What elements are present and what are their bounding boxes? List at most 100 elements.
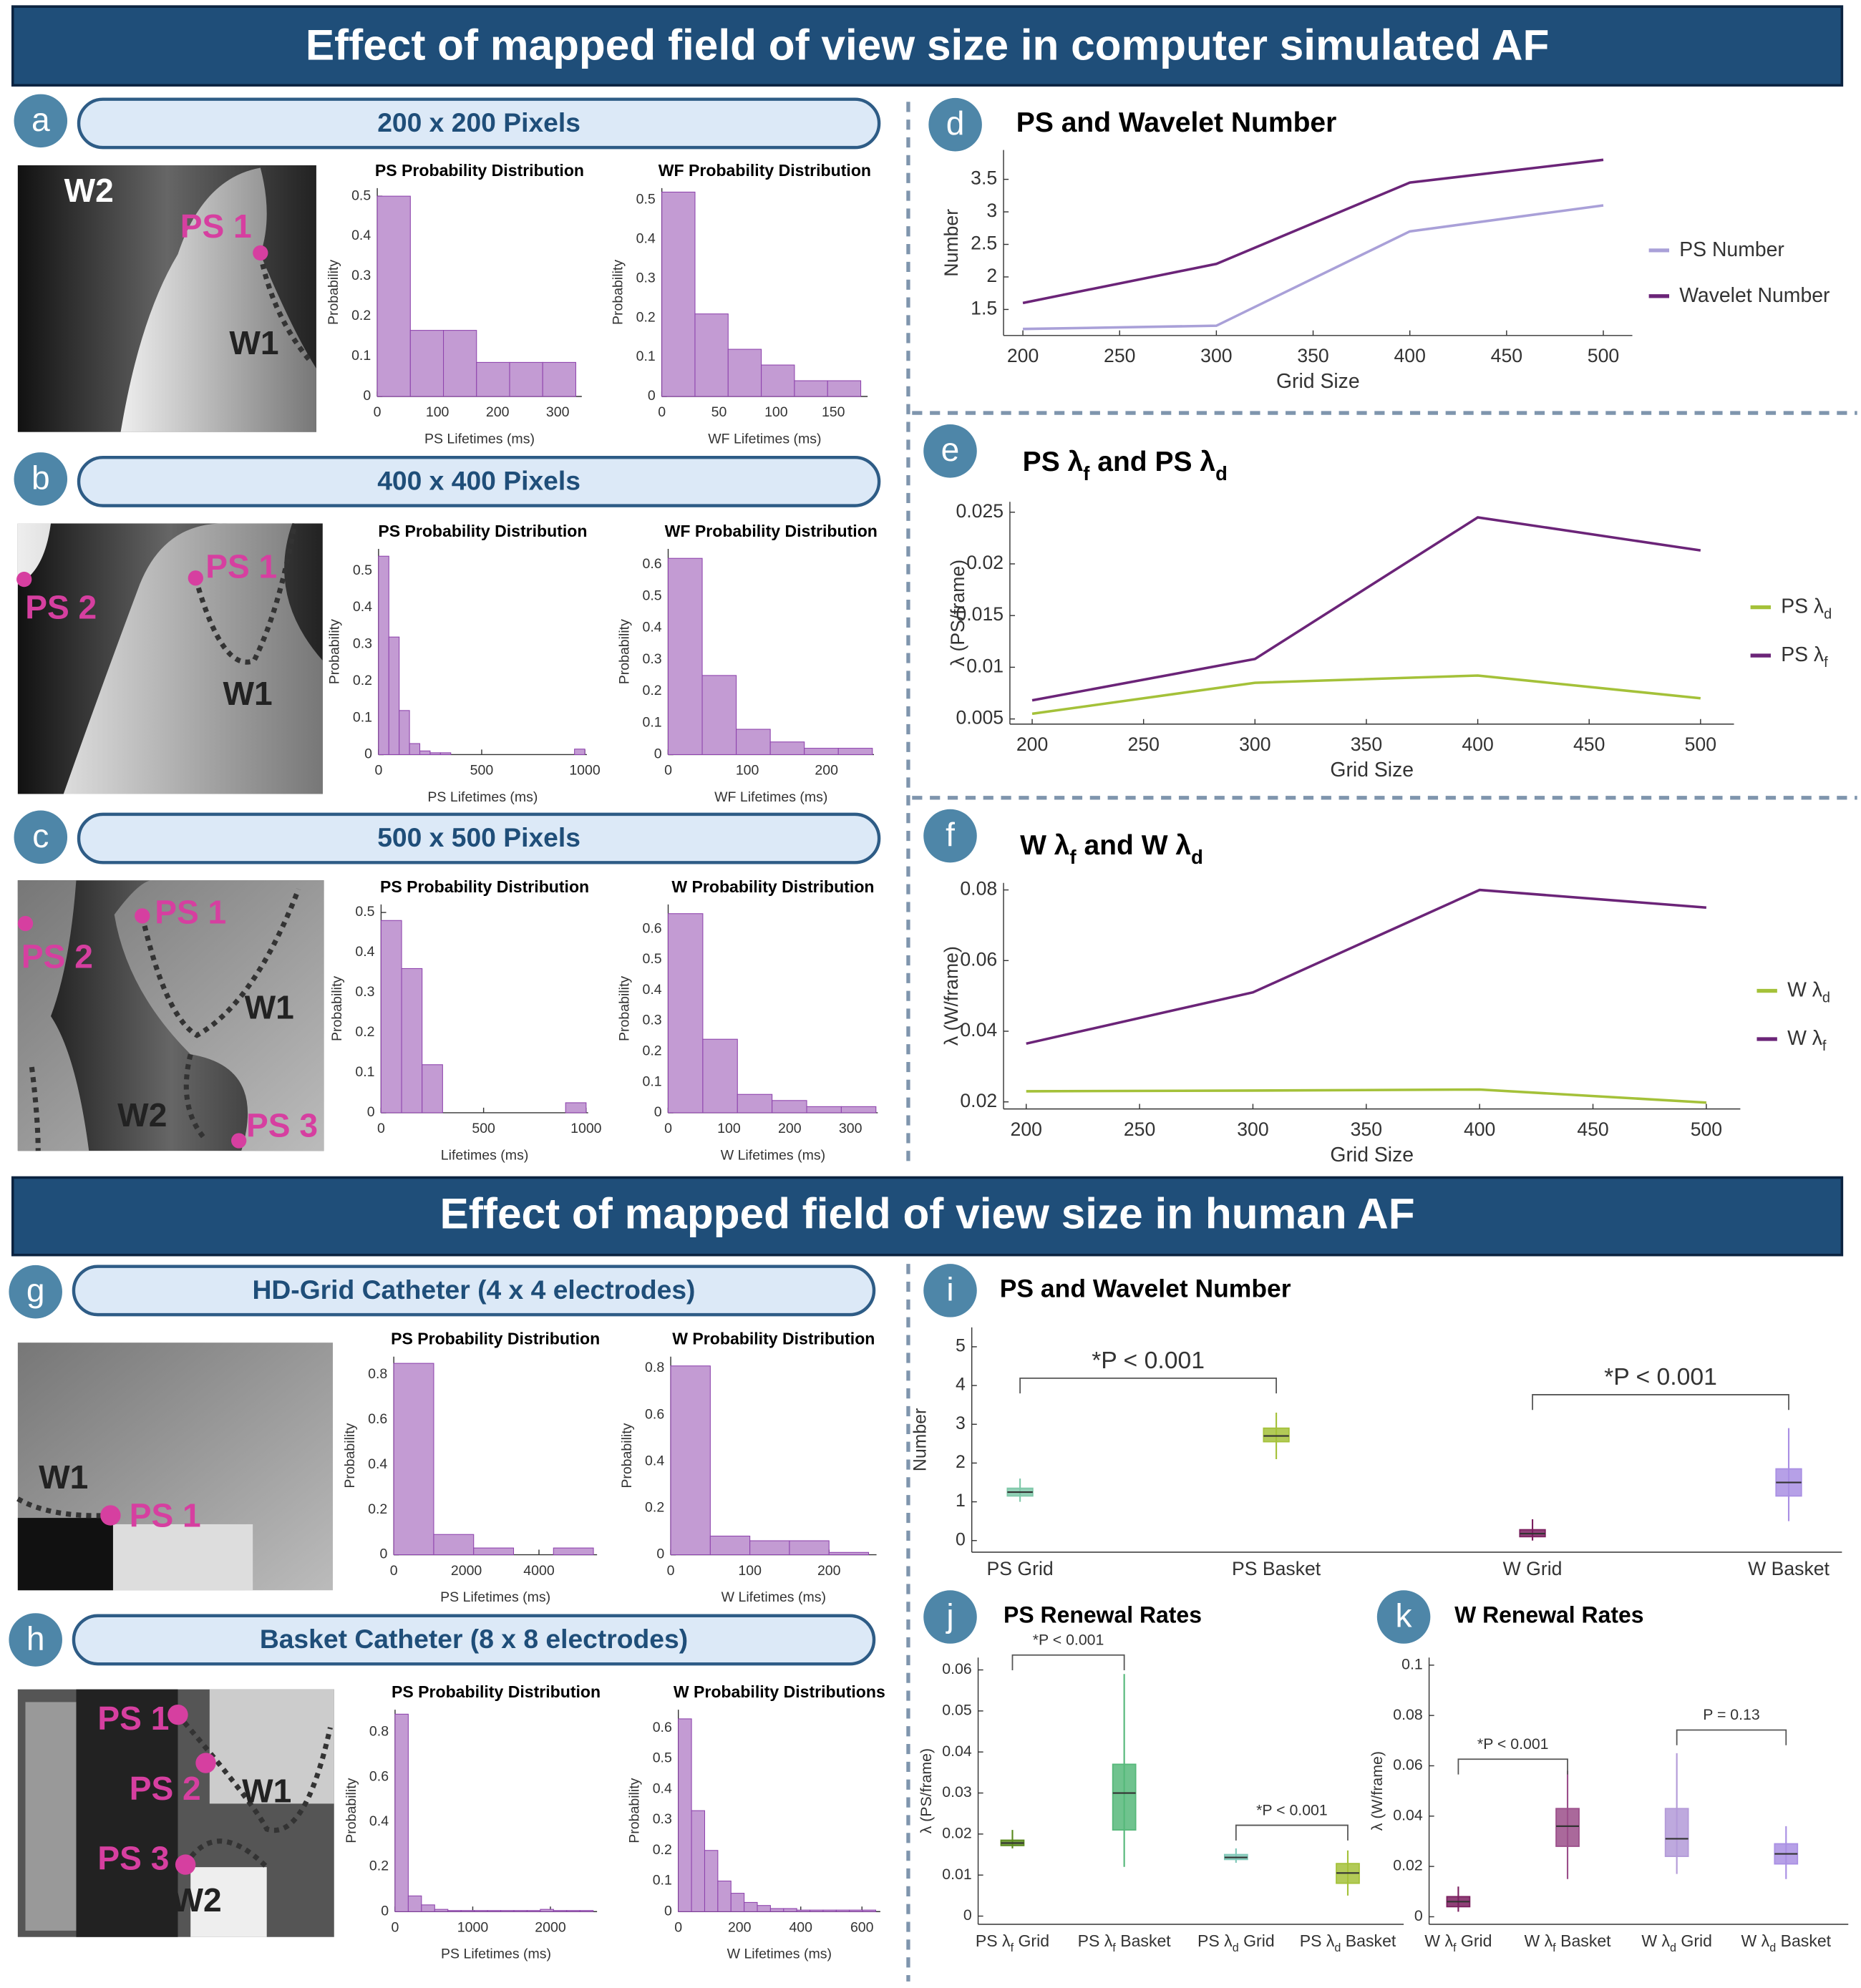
x-tick-label-part: Basket <box>1776 1931 1832 1950</box>
y-tick-label: 0.4 <box>355 944 374 960</box>
y-tick-label: 0.06 <box>1393 1756 1422 1773</box>
panel-letter: c <box>32 817 49 854</box>
histogram-bar <box>837 748 873 755</box>
y-axis-label: λ (W/frame) <box>941 946 962 1046</box>
chart-title: PS λf and PS λd <box>1023 447 1228 484</box>
legend-label-part: d <box>1822 990 1830 1006</box>
significance-label: *P < 0.001 <box>1604 1363 1717 1390</box>
histogram-bar <box>810 1909 824 1912</box>
x-tick-label: 300 <box>1200 345 1232 366</box>
panel-heading: 500 x 500 Pixels <box>377 822 580 852</box>
y-tick-label: 0.2 <box>643 683 662 698</box>
y-tick-label: 0.8 <box>369 1724 389 1740</box>
y-tick-label: 0.04 <box>960 1019 997 1041</box>
x-tick-label-part: PS λ <box>1197 1931 1233 1950</box>
phase-maps <box>16 165 334 1937</box>
y-tick-label: 1.5 <box>971 297 997 318</box>
x-tick-label: 300 <box>839 1121 863 1136</box>
x-tick-label-part: d <box>1334 1941 1341 1954</box>
chart-title: PS Probability Distribution <box>378 522 587 540</box>
y-tick-label: 0.5 <box>355 904 374 920</box>
y-axis-label: Probability <box>326 260 341 325</box>
chart-title-part: f <box>1070 846 1077 868</box>
legend-label-part: f <box>1822 1038 1827 1054</box>
y-tick-label: 0.025 <box>956 500 1004 522</box>
map-label: W2 <box>117 1096 167 1134</box>
panel-badge <box>923 809 977 863</box>
x-tick-label: 150 <box>822 404 845 420</box>
x-axis-label: WF Lifetimes (ms) <box>714 789 827 805</box>
histogram-bar <box>542 361 576 397</box>
x-tick-label: 600 <box>850 1919 874 1935</box>
panel-heading-pill <box>72 1614 876 1666</box>
panel-badge <box>923 424 977 478</box>
y-axis-label: Probability <box>627 1778 643 1843</box>
significance-label: *P < 0.001 <box>1477 1735 1549 1753</box>
histogram-bar <box>828 1551 870 1556</box>
x-tick-label: 200 <box>486 404 510 420</box>
y-tick-label: 0.02 <box>942 1824 971 1841</box>
y-tick-label: 0.3 <box>653 1811 672 1827</box>
x-tick-label: PS λd Grid <box>1197 1931 1275 1954</box>
significance-bracket <box>1457 1758 1568 1775</box>
histogram-bar <box>835 1909 850 1912</box>
histogram-bar <box>579 1910 594 1912</box>
map-label: W2 <box>64 172 114 209</box>
legend-label: Wavelet Number <box>1679 283 1830 306</box>
chart-title: PS and Wavelet Number <box>1016 108 1337 139</box>
x-tick-label: 350 <box>1297 345 1328 366</box>
histogram-bar <box>433 1534 475 1556</box>
x-tick-label: 100 <box>426 404 450 420</box>
y-tick-label: 0.4 <box>368 1456 387 1472</box>
x-tick-label: W λd Grid <box>1641 1931 1712 1954</box>
y-tick-label: 0.1 <box>355 1064 374 1080</box>
y-tick-label: 0.6 <box>643 920 662 936</box>
histogram-bar <box>691 1810 706 1912</box>
panel-badge <box>1376 1590 1431 1644</box>
histogram-bar <box>694 313 729 397</box>
y-tick-label: 0.6 <box>653 1720 672 1735</box>
x-tick-label-part: W λ <box>1641 1931 1670 1950</box>
x-tick-label: 500 <box>472 1121 495 1136</box>
histogram-bar <box>409 330 444 397</box>
x-tick-label: 1000 <box>570 1121 602 1136</box>
panel-letter: f <box>946 816 955 853</box>
map-label: PS 2 <box>130 1770 201 1807</box>
x-tick-label-part: W Basket <box>1748 1558 1830 1579</box>
y-tick-label: 0.1 <box>351 348 371 364</box>
line-series <box>1022 158 1604 305</box>
histogram-bar <box>553 1910 568 1912</box>
x-tick-label: 300 <box>1237 1119 1268 1140</box>
x-tick-label: 100 <box>736 763 759 779</box>
map-label: W1 <box>223 675 272 712</box>
x-tick-label-part: d <box>1670 1941 1676 1954</box>
y-tick-label: 0.3 <box>643 1013 662 1028</box>
histogram-bar <box>769 741 805 755</box>
x-tick-label-part: PS λ <box>976 1931 1011 1950</box>
box-body <box>1112 1763 1137 1831</box>
significance-bracket <box>1011 1654 1125 1671</box>
map-label: W2 <box>172 1881 221 1919</box>
panel-heading-pill <box>72 1265 876 1317</box>
y-axis-label: Probability <box>616 976 632 1041</box>
x-tick-label-part: d <box>1769 1941 1776 1954</box>
x-tick-label: 0 <box>674 1919 682 1935</box>
significance-bracket <box>1019 1377 1277 1394</box>
y-tick-label: 0.6 <box>645 1406 664 1422</box>
map-label: W1 <box>242 1772 291 1809</box>
panel-badge <box>9 1265 62 1319</box>
histogram-bar <box>565 1102 587 1114</box>
panel-heading: 200 x 200 Pixels <box>377 107 580 137</box>
banner-title: Effect of mapped field of view size in h… <box>440 1189 1415 1237</box>
x-tick-label: PS λd Basket <box>1300 1931 1396 1954</box>
y-tick-label: 0.2 <box>355 1024 374 1040</box>
line-series <box>1031 516 1701 702</box>
x-tick-label: 100 <box>717 1121 741 1136</box>
chart-title-part: PS λ <box>1023 447 1084 477</box>
legend-label-part: Wavelet Number <box>1679 283 1830 306</box>
histogram-bar <box>376 195 411 397</box>
x-axis-label: WF Lifetimes (ms) <box>708 431 821 447</box>
x-tick-label: 500 <box>470 763 494 779</box>
y-tick-label: 0.005 <box>956 707 1004 729</box>
legend-label-part: f <box>1824 655 1828 671</box>
